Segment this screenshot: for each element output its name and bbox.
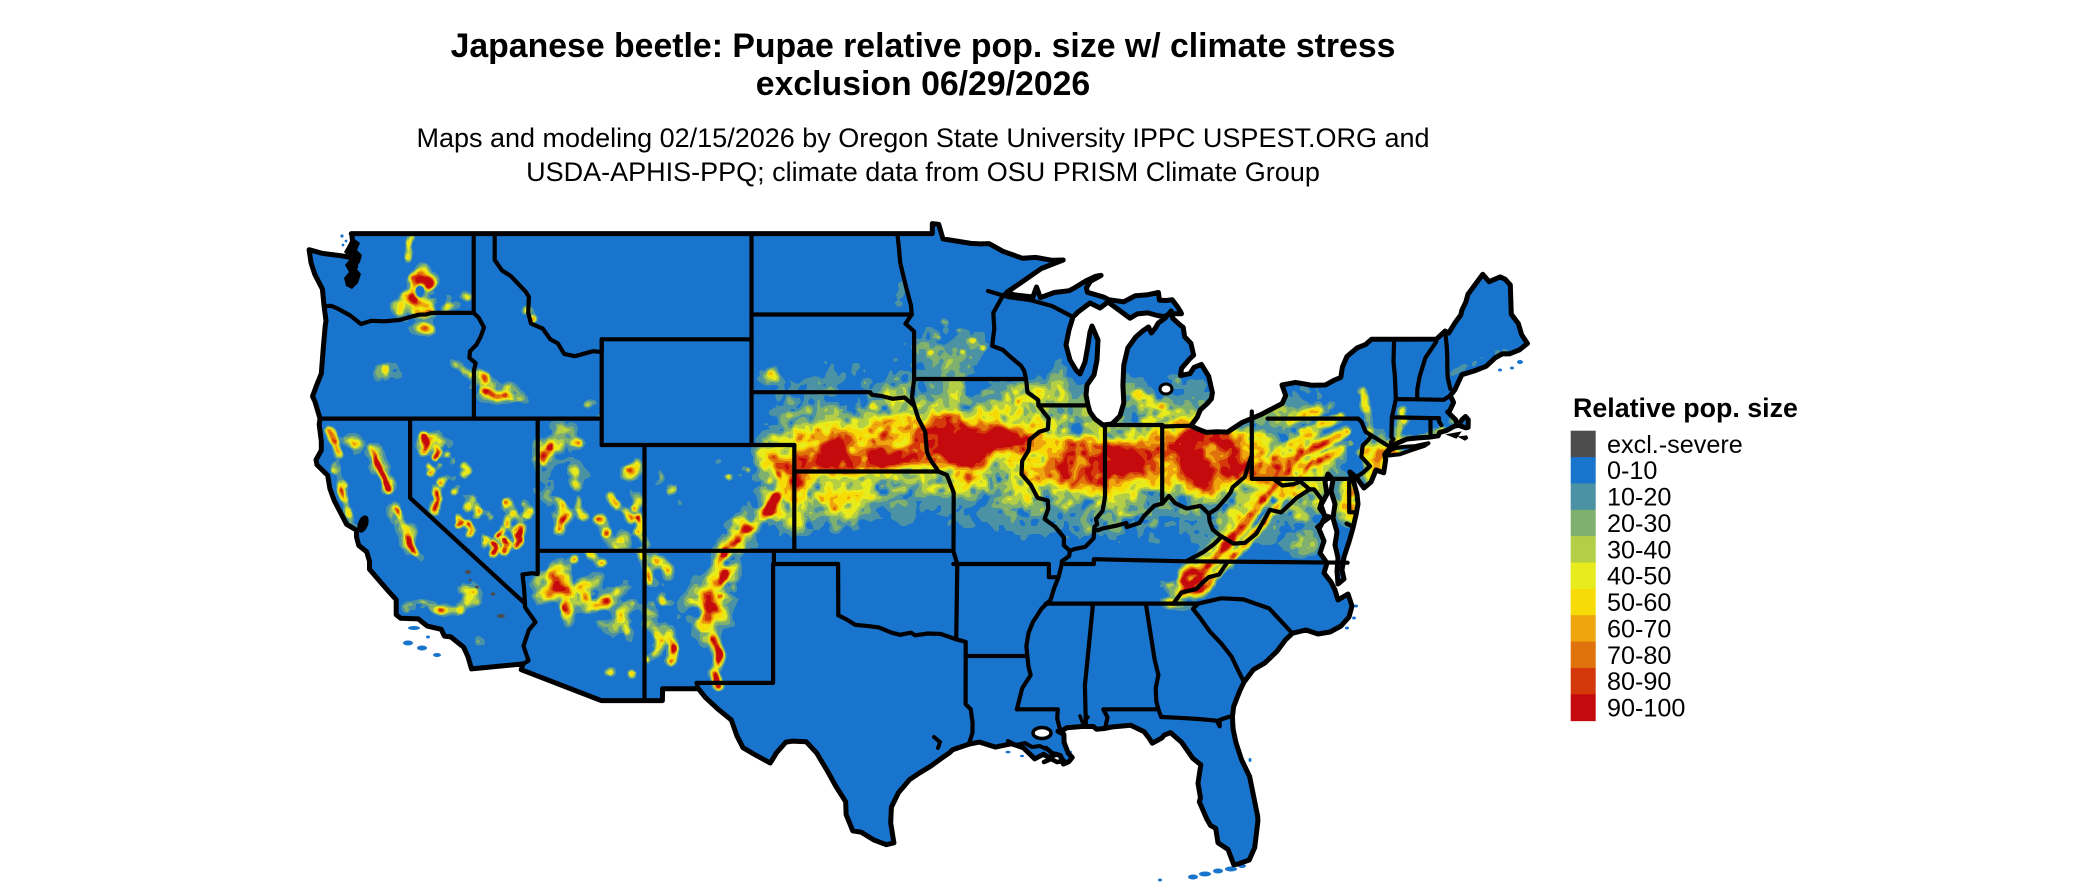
svg-text:exclusion 06/29/2026: exclusion 06/29/2026	[756, 65, 1090, 103]
svg-text:20-30: 20-30	[1607, 510, 1671, 538]
svg-text:80-90: 80-90	[1607, 668, 1671, 696]
svg-text:50-60: 50-60	[1607, 589, 1671, 617]
svg-text:0-10: 0-10	[1607, 457, 1657, 485]
svg-text:60-70: 60-70	[1607, 615, 1671, 643]
svg-text:USDA-APHIS-PPQ; climate data f: USDA-APHIS-PPQ; climate data from OSU PR…	[526, 157, 1320, 187]
svg-text:Japanese beetle: Pupae relativ: Japanese beetle: Pupae relative pop. siz…	[451, 27, 1396, 65]
svg-text:excl.-severe: excl.-severe	[1607, 431, 1743, 459]
svg-text:Relative pop. size: Relative pop. size	[1573, 393, 1798, 423]
svg-text:40-50: 40-50	[1607, 563, 1671, 591]
svg-text:90-100: 90-100	[1607, 695, 1685, 723]
svg-text:30-40: 30-40	[1607, 536, 1671, 564]
svg-text:10-20: 10-20	[1607, 484, 1671, 512]
svg-text:Maps and modeling 02/15/2026 b: Maps and modeling 02/15/2026 by Oregon S…	[416, 123, 1429, 153]
svg-text:70-80: 70-80	[1607, 642, 1671, 670]
